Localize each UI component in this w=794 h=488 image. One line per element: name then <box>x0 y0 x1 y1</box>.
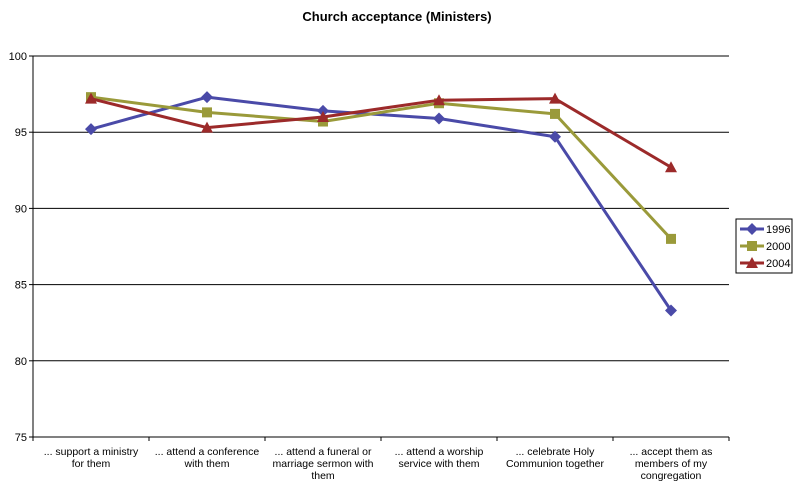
y-tick-label: 75 <box>15 432 27 444</box>
x-category-label-line: ... celebrate Holy <box>516 446 596 458</box>
y-tick-label: 90 <box>15 203 27 215</box>
y-tick-label: 80 <box>15 356 27 368</box>
x-category-label-line: members of my <box>635 458 708 470</box>
x-category-label-line: ... accept them as <box>630 446 713 458</box>
y-axis-tick-labels: 75 80 85 90 95 100 <box>9 51 27 444</box>
x-category-label: ... attend a funeral or marriage sermon w… <box>273 446 374 482</box>
y-tick-label: 85 <box>15 280 27 292</box>
x-category-label: ... celebrate Holy Communion together <box>506 446 605 470</box>
legend-marker-2004 <box>746 257 758 268</box>
data-point-2000 <box>550 108 560 119</box>
legend: 1996 2000 2004 <box>735 218 793 274</box>
x-category-label-line: ... support a ministry <box>44 446 139 458</box>
x-category-label-line: ... attend a worship <box>395 446 484 458</box>
x-category-label-line: for them <box>72 458 111 470</box>
data-point-2004 <box>85 92 97 104</box>
x-category-label-line: ... attend a conference <box>155 446 260 458</box>
data-point-2004 <box>433 94 445 106</box>
data-point-1996 <box>549 130 561 143</box>
x-category-label-line: Communion together <box>506 458 605 470</box>
x-category-label-line: them <box>311 470 335 482</box>
data-point-2000 <box>666 233 676 244</box>
data-point-1996 <box>85 123 97 136</box>
x-axis-category-labels: ... support a ministry for them ... attend… <box>44 446 713 482</box>
data-point-2000 <box>202 107 212 118</box>
x-category-label: ... attend a worship service with them <box>395 446 484 470</box>
y-tick-label: 95 <box>15 127 27 139</box>
legend-label: 2004 <box>766 258 790 270</box>
x-category-label: ... support a ministry for them <box>44 446 139 470</box>
legend-marker-1996 <box>746 223 758 235</box>
data-point-2004 <box>317 110 329 122</box>
data-point-1996 <box>317 104 329 117</box>
grid-lines <box>33 55 729 362</box>
series-line-2004 <box>90 97 672 169</box>
data-point-2004 <box>201 121 213 133</box>
data-point-2004 <box>665 161 677 173</box>
x-category-label: ... accept them as members of my congregat… <box>630 446 713 482</box>
series-line-1996 <box>90 95 673 312</box>
data-point-2004 <box>549 92 561 104</box>
legend-label: 1996 <box>766 224 790 236</box>
x-category-label-line: congregation <box>641 470 702 482</box>
data-point-1996 <box>201 91 213 104</box>
x-category-label-line: with them <box>184 458 230 470</box>
legend-marker-2000 <box>747 241 757 251</box>
series-2004 <box>85 92 677 173</box>
x-category-label-line: marriage sermon with <box>273 458 374 470</box>
x-category-label: ... attend a conference with them <box>155 446 260 470</box>
data-point-1996 <box>433 112 445 125</box>
series-1996 <box>85 91 677 317</box>
x-category-label-line: service with them <box>398 458 479 470</box>
chart-title: Church acceptance (Ministers) <box>302 9 491 24</box>
x-category-label-line: ... attend a funeral or <box>275 446 372 458</box>
y-tick-label: 100 <box>9 51 27 63</box>
data-point-1996 <box>665 304 677 317</box>
data-series <box>85 91 677 317</box>
axes <box>29 55 730 441</box>
series-line-2000 <box>90 95 673 240</box>
legend-label: 2000 <box>766 241 790 253</box>
